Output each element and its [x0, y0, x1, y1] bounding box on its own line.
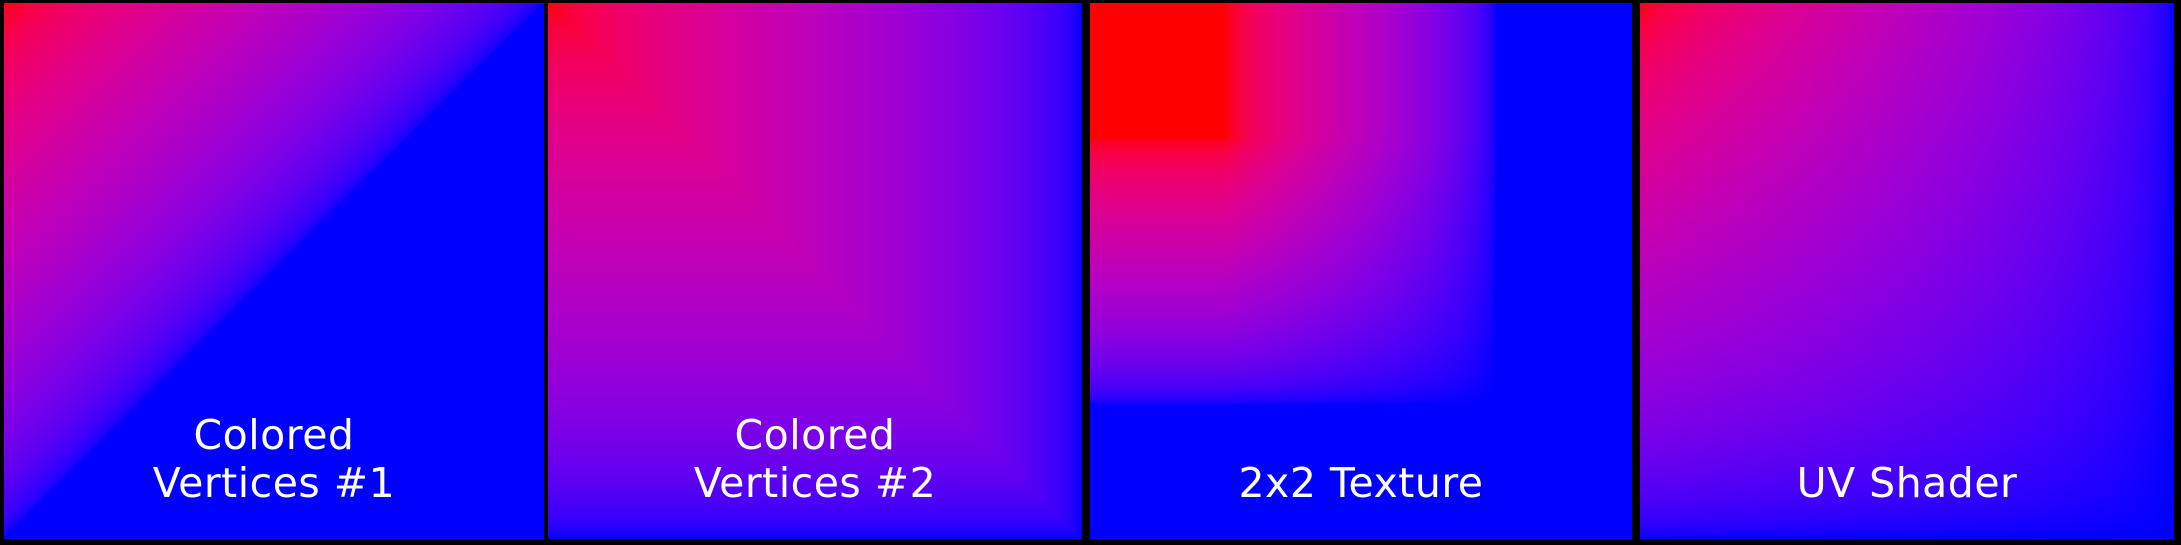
- gradient-render-uv-shader: [1640, 3, 2174, 539]
- gradient-render-colored-vertices-2: [548, 3, 1082, 539]
- panel-colored-vertices-2: Colored Vertices #2: [548, 3, 1082, 539]
- panel-colored-vertices-1: Colored Vertices #1: [4, 3, 544, 539]
- gradient-render-2x2-texture: [1090, 3, 1632, 539]
- gradient-render-colored-vertices-1: [4, 3, 544, 539]
- panel-uv-shader: UV Shader: [1640, 3, 2174, 539]
- panel-2x2-texture: 2x2 Texture: [1090, 3, 1632, 539]
